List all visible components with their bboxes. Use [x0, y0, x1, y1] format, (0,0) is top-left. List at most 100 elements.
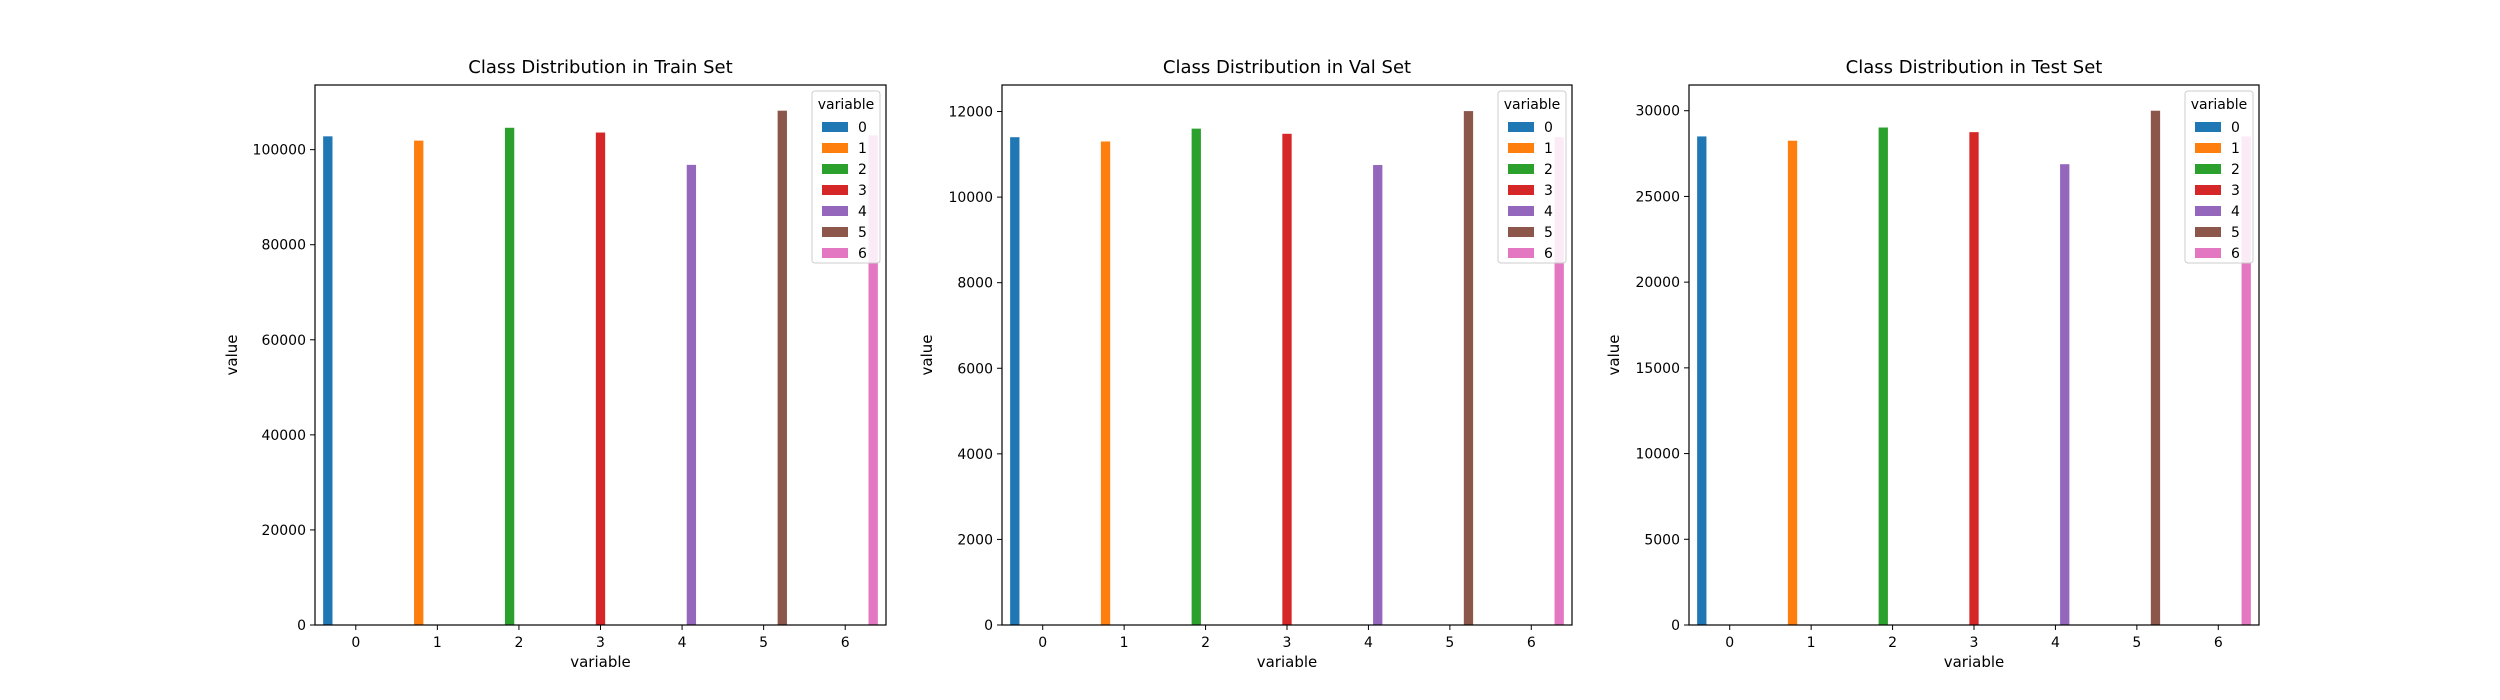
bar-2	[1191, 128, 1201, 625]
y-tick-label: 0	[984, 618, 993, 634]
y-tick-label: 20000	[261, 523, 306, 539]
legend-swatch-1	[1508, 143, 1534, 153]
legend-title: variable	[818, 97, 874, 113]
bar-2	[1878, 127, 1888, 625]
legend-label-0: 0	[2231, 120, 2240, 136]
x-tick-label: 2	[1201, 635, 1210, 651]
legend-swatch-4	[822, 206, 848, 216]
legend-swatch-5	[1508, 227, 1534, 237]
legend-label-2: 2	[1544, 162, 1553, 178]
x-tick-label: 6	[1527, 635, 1536, 651]
legend-label-2: 2	[2231, 162, 2240, 178]
y-tick-label: 25000	[1635, 189, 1680, 205]
bar-3	[1969, 132, 1979, 625]
x-tick-label: 1	[1807, 635, 1816, 651]
x-axis-label: variable	[1257, 653, 1318, 671]
y-tick-label: 10000	[1635, 447, 1680, 463]
x-tick-label: 0	[1725, 635, 1734, 651]
x-tick-label: 5	[2132, 635, 2141, 651]
x-axis-label: variable	[1944, 653, 2005, 671]
x-axis-label: variable	[570, 653, 631, 671]
bar-3	[1282, 133, 1292, 625]
legend-swatch-2	[822, 164, 848, 174]
legend-label-3: 3	[2231, 183, 2240, 199]
y-tick-label: 30000	[1635, 104, 1680, 120]
chart-title: Class Distribution in Train Set	[468, 57, 732, 78]
y-tick-label: 80000	[261, 238, 306, 254]
y-tick-label: 0	[1671, 618, 1680, 634]
legend-title: variable	[2191, 97, 2247, 113]
legend-swatch-0	[2195, 122, 2221, 132]
y-tick-label: 15000	[1635, 361, 1680, 377]
x-tick-label: 5	[1445, 635, 1454, 651]
bar-3	[595, 132, 606, 625]
legend-swatch-2	[2195, 164, 2221, 174]
y-tick-label: 40000	[261, 428, 306, 444]
bar-5	[777, 110, 787, 626]
x-tick-label: 5	[759, 635, 768, 651]
x-tick-label: 2	[514, 635, 523, 651]
y-tick-label: 100000	[253, 143, 306, 159]
x-tick-label: 6	[841, 635, 850, 651]
x-tick-label: 2	[1888, 635, 1897, 651]
y-axis-label: value	[223, 335, 241, 376]
bar-0	[323, 136, 333, 626]
legend-label-1: 1	[1544, 141, 1553, 157]
y-tick-label: 6000	[957, 361, 993, 377]
legend-label-3: 3	[858, 183, 867, 199]
x-tick-label: 3	[1283, 635, 1292, 651]
y-tick-label: 10000	[948, 190, 993, 206]
legend-swatch-4	[2195, 206, 2221, 216]
x-tick-label: 3	[1970, 635, 1979, 651]
chart-title: Class Distribution in Val Set	[1163, 57, 1411, 78]
legend-swatch-1	[2195, 143, 2221, 153]
y-tick-label: 12000	[948, 105, 993, 121]
legend-swatch-4	[1508, 206, 1534, 216]
legend-label-5: 5	[858, 225, 867, 241]
x-tick-label: 0	[1038, 635, 1047, 651]
legend-box	[2184, 90, 2254, 264]
legend-label-1: 1	[2231, 141, 2240, 157]
legend-swatch-3	[2195, 185, 2221, 195]
chart-title: Class Distribution in Test Set	[1846, 57, 2103, 78]
bar-6	[1554, 137, 1564, 625]
x-tick-label: 1	[1120, 635, 1129, 651]
legend-swatch-6	[822, 248, 848, 258]
legend-swatch-0	[822, 122, 848, 132]
x-tick-label: 4	[678, 635, 687, 651]
legend-swatch-3	[1508, 185, 1534, 195]
legend-label-4: 4	[1544, 204, 1553, 220]
legend-label-6: 6	[2231, 246, 2240, 262]
legend-label-5: 5	[1544, 225, 1553, 241]
bar-0	[1697, 136, 1707, 625]
legend-label-6: 6	[1544, 246, 1553, 262]
x-tick-label: 1	[433, 635, 442, 651]
legend-label-6: 6	[858, 246, 867, 262]
x-tick-label: 4	[1364, 635, 1373, 651]
chart-panel-2: Class Distribution in Test Set 0 1 2 3 4 5 6 0 5 0…	[1605, 57, 2260, 671]
legend-label-1: 1	[858, 141, 867, 157]
bar-4	[2060, 164, 2070, 625]
legend: variable 0 1 2 3 4 5 6	[811, 90, 881, 264]
legend-label-0: 0	[1544, 120, 1553, 136]
legend-box	[1497, 90, 1567, 264]
y-tick-label: 0	[297, 618, 306, 634]
legend-swatch-2	[1508, 164, 1534, 174]
legend-swatch-5	[2195, 227, 2221, 237]
legend-title: variable	[1504, 97, 1560, 113]
bar-2	[504, 127, 515, 626]
legend-label-2: 2	[858, 162, 867, 178]
legend: variable 0 1 2 3 4 5 6	[2184, 90, 2254, 264]
bar-1	[414, 140, 424, 625]
legend-label-5: 5	[2231, 225, 2240, 241]
legend-label-4: 4	[2231, 204, 2240, 220]
legend-swatch-6	[2195, 248, 2221, 258]
y-tick-label: 4000	[957, 447, 993, 463]
legend-label-3: 3	[1544, 183, 1553, 199]
chart-panel-0: Class Distribution in Train Set 0 1 2 3 4 5 6 0 2…	[223, 57, 887, 671]
y-tick-label: 20000	[1635, 275, 1680, 291]
legend: variable 0 1 2 3 4 5 6	[1497, 90, 1567, 264]
legend-label-4: 4	[858, 204, 867, 220]
y-tick-label: 2000	[957, 532, 993, 548]
